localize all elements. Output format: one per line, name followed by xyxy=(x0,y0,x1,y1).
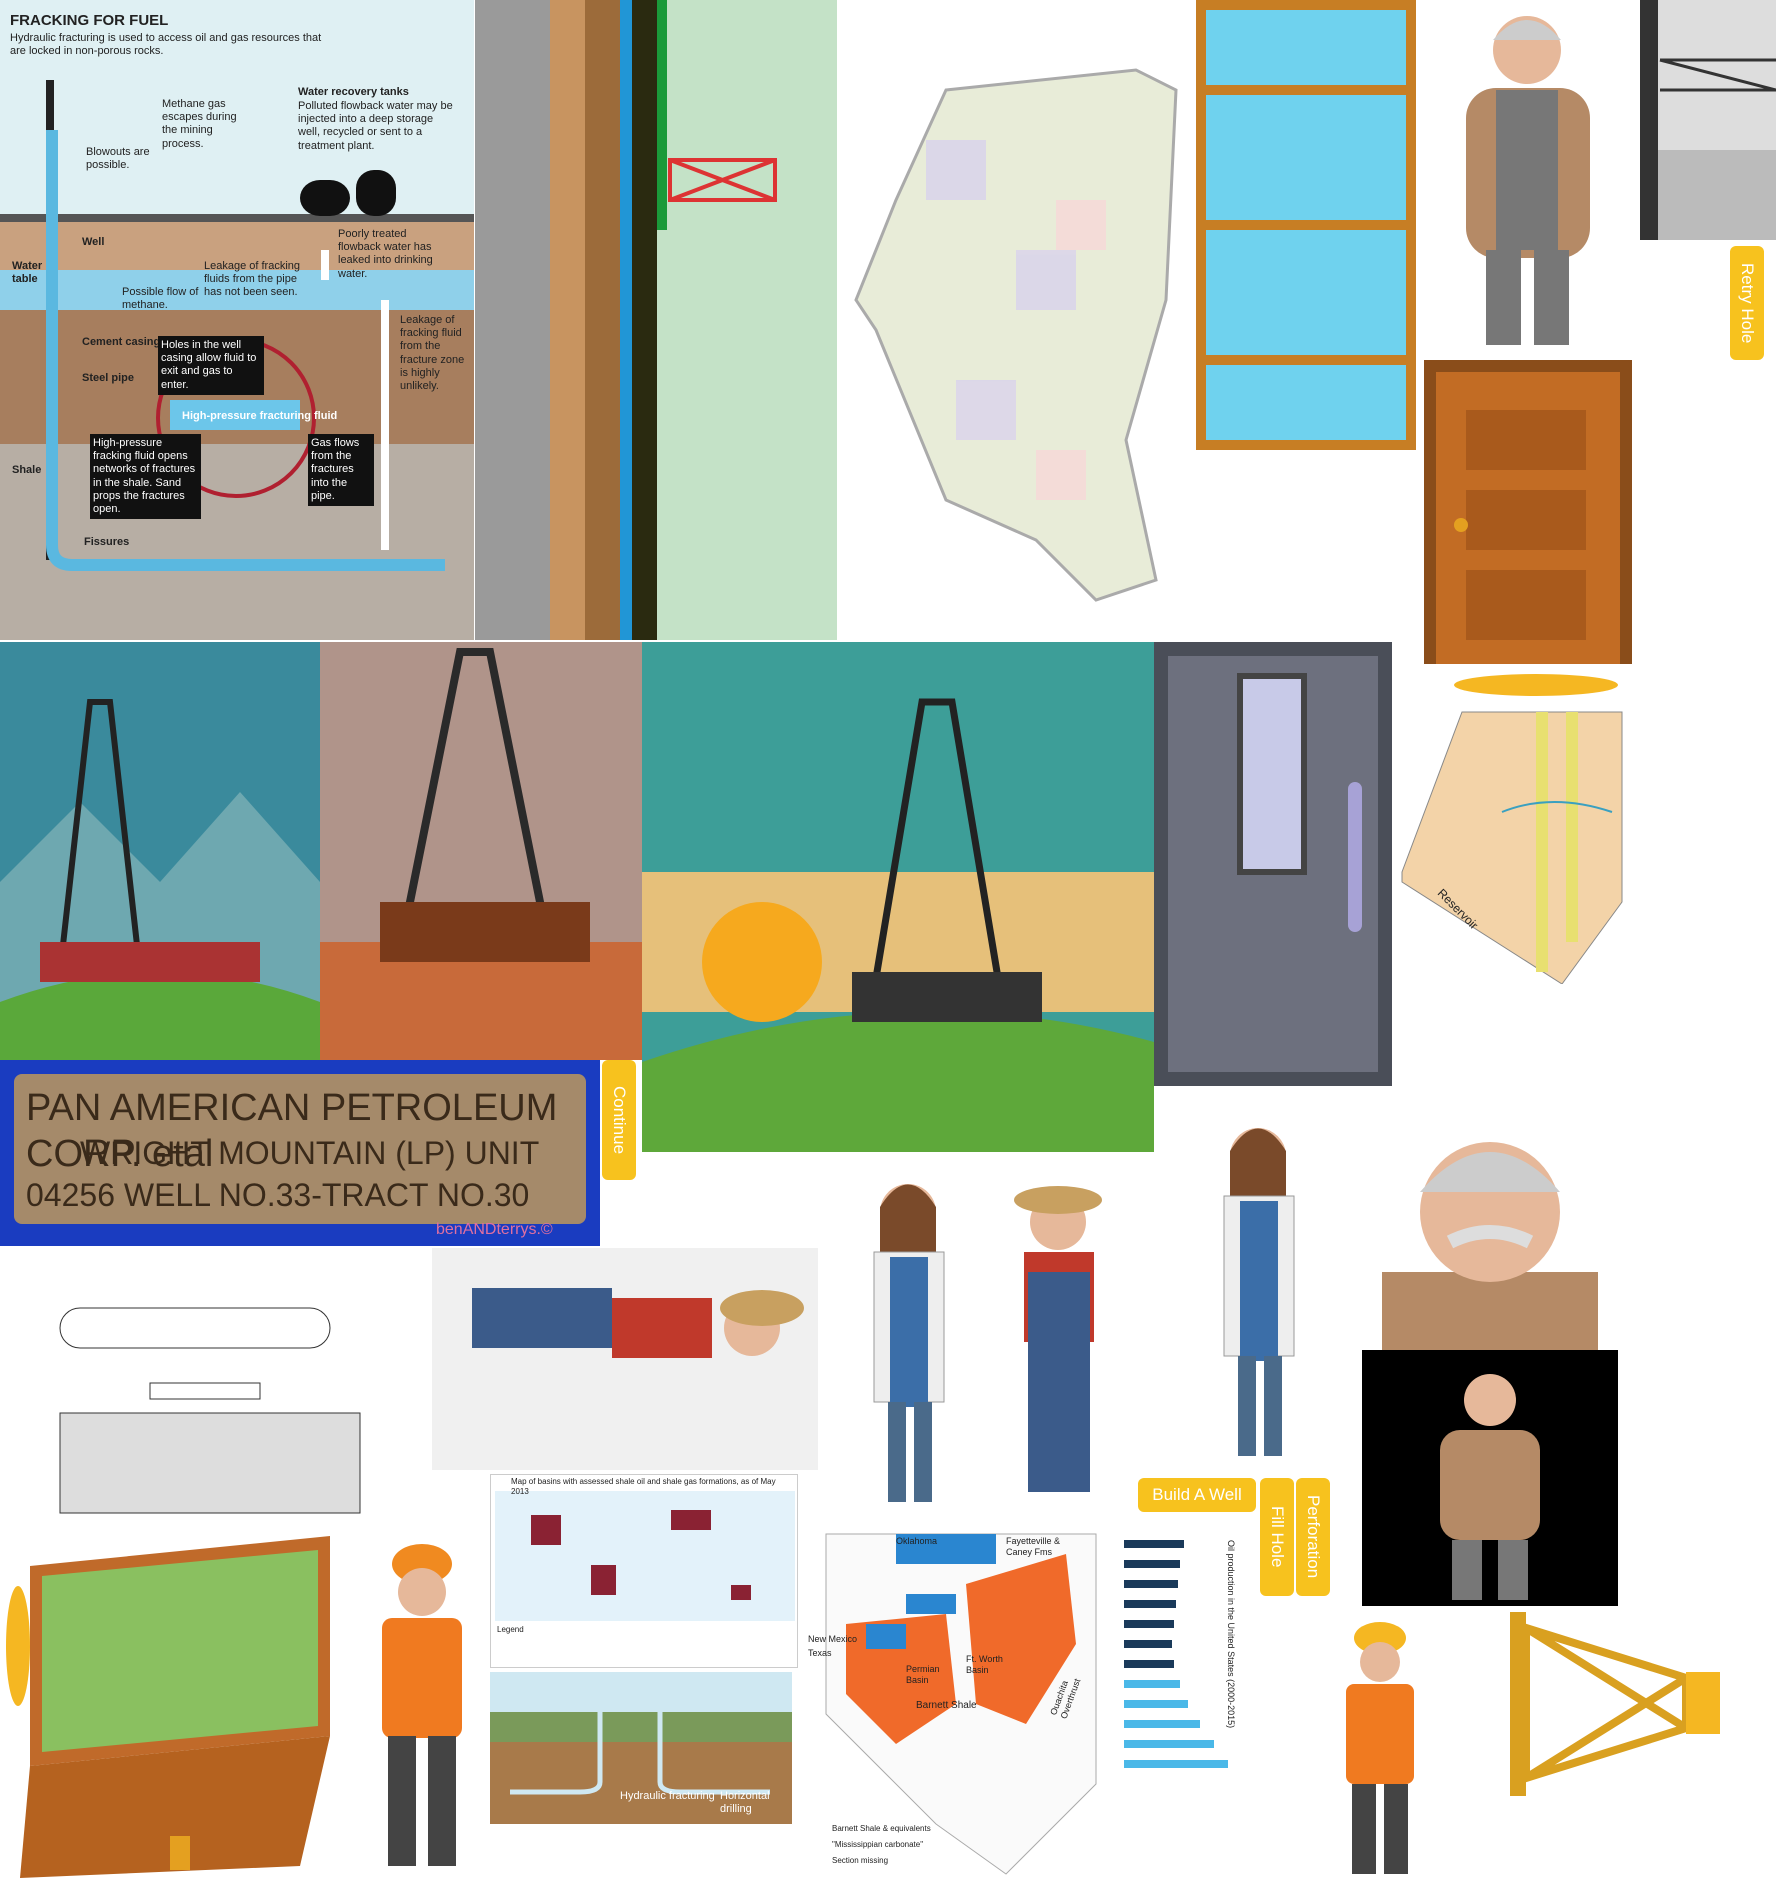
texas-map-art xyxy=(825,1533,1097,1875)
legend-item: Barnett Shale & equivalents xyxy=(832,1824,931,1833)
label: Barnett Shale xyxy=(916,1700,977,1711)
chart-title: Oil production in the United States (200… xyxy=(1226,1540,1236,1729)
us-map-image xyxy=(854,68,1178,602)
label: Holes in the well casing allow fluid to … xyxy=(158,336,264,395)
label: Shale xyxy=(12,464,42,476)
plaque-photo: PAN AMERICAN PETROLEUM CORP. etal WRIGHT… xyxy=(0,1060,600,1246)
label: Fayetteville & Caney Fms xyxy=(1006,1536,1061,1557)
label: Water recovery tanks xyxy=(298,86,409,98)
label: Gas flows from the fractures into the pi… xyxy=(308,434,374,506)
rig-illustration xyxy=(0,642,320,1060)
build-well-button[interactable]: Build A Well xyxy=(1138,1478,1256,1512)
door-image xyxy=(1424,360,1632,664)
portal-oval xyxy=(1454,674,1618,696)
label: Leakage of fracking fluids from the pipe… xyxy=(204,260,301,299)
scientist-image xyxy=(1223,1128,1295,1456)
world-map-art xyxy=(495,1491,795,1621)
label: Steel pipe xyxy=(82,372,134,384)
label: Hydraulic fracturing xyxy=(620,1790,715,1802)
metal-door-image xyxy=(1154,642,1392,1086)
label: High-pressure fracking fluid opens netwo… xyxy=(90,434,201,520)
continue-button[interactable]: Continue xyxy=(602,1060,636,1180)
texas-map-image: Oklahoma Fayetteville & Caney Fms New Me… xyxy=(806,1524,1104,1878)
farmer-image xyxy=(432,1248,818,1470)
label: High-pressure fracturing fluid xyxy=(182,410,338,422)
portrait-image xyxy=(1362,1092,1618,1350)
portrait-image xyxy=(1362,1350,1618,1606)
fill-hole-button[interactable]: Fill Hole xyxy=(1260,1478,1294,1596)
label: Blowouts are possible. xyxy=(86,146,150,172)
label: Cement casing xyxy=(82,336,161,348)
world-map-image: Map of basins with assessed shale oil an… xyxy=(490,1474,798,1668)
label: Methane gas escapes during the mining pr… xyxy=(162,98,237,150)
infographic-art xyxy=(0,80,474,640)
portal-door-image xyxy=(6,1536,330,1878)
derrick-icon xyxy=(1510,1612,1720,1796)
rig-illustration xyxy=(642,642,1154,1152)
worker-image xyxy=(382,1544,462,1866)
title: FRACKING FOR FUEL xyxy=(10,12,169,29)
label: Poorly treated flowback water has leaked… xyxy=(338,228,433,280)
map-title: Map of basins with assessed shale oil an… xyxy=(511,1477,776,1496)
label: Possible flow of methane. xyxy=(122,286,199,312)
fracturing-diagram: Hydraulic fracturing Horizontal drilling xyxy=(490,1672,792,1824)
label: Polluted flowback water may be injected … xyxy=(298,100,453,152)
label: Water table xyxy=(12,260,43,286)
rig-illustration xyxy=(320,642,642,1060)
plaque-line: PAN AMERICAN PETROLEUM CORP. etal xyxy=(26,1087,558,1175)
plaque-line: WRIGHT MOUNTAIN (LP) UNIT xyxy=(80,1135,540,1171)
label: Permian Basin xyxy=(906,1664,940,1685)
label: Fissures xyxy=(84,536,130,548)
label: Texas xyxy=(808,1648,832,1658)
label: Ft. Worth Basin xyxy=(966,1654,1003,1675)
legend-item: Section missing xyxy=(832,1856,889,1865)
legend-title: Legend xyxy=(497,1625,524,1634)
label: Horizontal drilling xyxy=(720,1790,770,1816)
label: Leakage of fracking fluid from the fract… xyxy=(400,314,465,392)
oil-chart-image: Oil production in the United States (200… xyxy=(1104,1530,1236,1836)
plaque-line: 04256 WELL NO.33-TRACT NO.30 xyxy=(26,1177,530,1213)
legend-item: "Mississippian carbonate" xyxy=(832,1840,924,1849)
businessman-image xyxy=(1466,16,1590,345)
label: New Mexico xyxy=(808,1634,858,1644)
oil-chart-art xyxy=(1124,1540,1228,1768)
perforation-button[interactable]: Perforation xyxy=(1296,1478,1330,1596)
window-image xyxy=(1196,0,1416,450)
label: Oklahoma xyxy=(896,1536,938,1546)
reservoir-diagram: Reservoir xyxy=(1392,702,1632,984)
patent-drawing xyxy=(0,1248,432,1534)
strata-image xyxy=(475,0,837,640)
reservoir-art xyxy=(1401,711,1623,984)
plaque xyxy=(14,1074,586,1224)
worker-image xyxy=(1346,1622,1414,1874)
derrick-photo xyxy=(1640,0,1776,240)
fracturing-art xyxy=(490,1672,792,1795)
characters-image xyxy=(873,1184,1102,1502)
watermark: benANDterrys.© xyxy=(436,1221,553,1238)
fracking-infographic: FRACKING FOR FUEL Hydraulic fracturing i… xyxy=(0,0,474,640)
subtitle: Hydraulic fracturing is used to access o… xyxy=(10,32,322,58)
retry-hole-button[interactable]: Retry Hole xyxy=(1730,246,1764,360)
label: Well xyxy=(82,236,105,248)
